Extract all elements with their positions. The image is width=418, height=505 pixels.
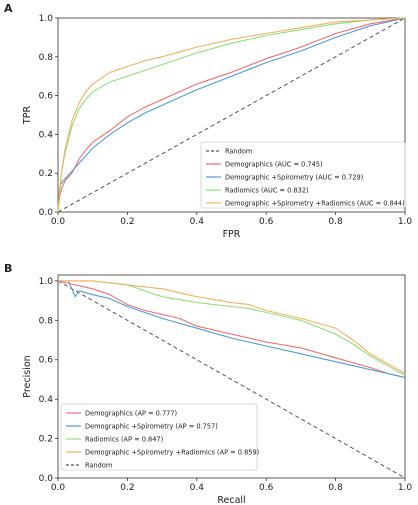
series-line-3 bbox=[57, 17, 406, 213]
y-tick-label: 1.0 bbox=[39, 277, 54, 287]
series-line-1 bbox=[57, 17, 406, 213]
y-axis-label: TPR bbox=[22, 106, 33, 126]
legend-entry: Radiomics (AUC = 0.832) bbox=[225, 187, 309, 195]
x-tick-label: 0.2 bbox=[120, 483, 134, 493]
chart-panel-precision-recall: B 0.0 0.2 0.4 0.6 0.8 1.0 0.0 0.2 0.4 0.6 0.8 1.0 Rec… bbox=[4, 262, 412, 505]
series-line-random bbox=[57, 17, 406, 213]
plot-frame bbox=[57, 274, 406, 479]
y-tick-label: 0.8 bbox=[39, 316, 54, 326]
legend-entry: Random bbox=[225, 148, 252, 156]
legend-entry: Demographic +Spirometry +Radiomics (AUC … bbox=[225, 200, 405, 208]
x-tick-label: 0.0 bbox=[51, 217, 66, 227]
y-tick-label: 0.8 bbox=[39, 53, 54, 63]
x-tick-label: 1.0 bbox=[398, 483, 413, 493]
legend-entry: Demographics (AUC = 0.745) bbox=[225, 161, 323, 169]
y-tick-label: 0.2 bbox=[39, 435, 53, 445]
y-axis-label: Precision bbox=[22, 355, 33, 397]
x-tick-label: 0.8 bbox=[328, 483, 343, 493]
legend-entry: Demographic +Spirometry (AUC = 0.729) bbox=[225, 174, 363, 182]
x-tick-label: 0.0 bbox=[51, 483, 66, 493]
panel-label: A bbox=[4, 2, 13, 15]
legend-entry: Demographic +Spirometry +Radiomics (AP =… bbox=[85, 449, 259, 457]
y-tick-label: 0.0 bbox=[39, 208, 54, 218]
x-tick-label: 0.4 bbox=[190, 217, 205, 227]
series-line-random bbox=[57, 280, 406, 479]
x-tick-label: 0.4 bbox=[190, 483, 205, 493]
legend-box bbox=[200, 141, 406, 209]
y-tick-label: 1.0 bbox=[39, 14, 54, 24]
x-tick-label: 0.2 bbox=[120, 217, 134, 227]
x-tick-label: 0.8 bbox=[328, 217, 343, 227]
y-tick-label: 0.4 bbox=[39, 130, 54, 140]
legend-entry: Demographic +Spirometry (AP = 0.757) bbox=[85, 423, 218, 431]
x-tick-label: 0.6 bbox=[259, 483, 274, 493]
series-line-1 bbox=[58, 280, 406, 379]
legend-entry: Random bbox=[85, 462, 112, 470]
x-axis-label: Recall bbox=[217, 495, 245, 505]
legend: Demographics (AP = 0.777) Demographic +Sp… bbox=[60, 403, 259, 471]
legend-box bbox=[60, 403, 258, 471]
series-line-4 bbox=[57, 17, 406, 213]
chart-panel-roc: A 0.0 0.2 0.4 0.6 0.8 1.0 0.0 0.2 0.4 0.6 0.8 1.0 FPR… bbox=[4, 2, 412, 240]
x-tick-label: 0.6 bbox=[259, 217, 274, 227]
x-axis-label: FPR bbox=[223, 229, 241, 240]
legend: Random Demographics (AUC = 0.745) Demograp… bbox=[200, 141, 406, 209]
y-tick-label: 0.6 bbox=[39, 92, 54, 102]
y-tick-label: 0.2 bbox=[39, 169, 53, 179]
series-line-2 bbox=[58, 280, 406, 376]
series-line-3 bbox=[58, 280, 406, 374]
plot-frame bbox=[57, 17, 406, 213]
panel-label: B bbox=[4, 262, 12, 275]
series-line-0 bbox=[57, 280, 406, 379]
y-tick-label: 0.6 bbox=[39, 356, 54, 366]
legend-entry: Radiomics (AP = 0.847) bbox=[85, 436, 163, 444]
y-tick-label: 0.4 bbox=[39, 395, 54, 405]
y-tick-label: 0.0 bbox=[39, 474, 54, 484]
x-tick-label: 1.0 bbox=[398, 217, 413, 227]
series-line-2 bbox=[57, 17, 406, 213]
legend-entry: Demographics (AP = 0.777) bbox=[85, 410, 177, 418]
